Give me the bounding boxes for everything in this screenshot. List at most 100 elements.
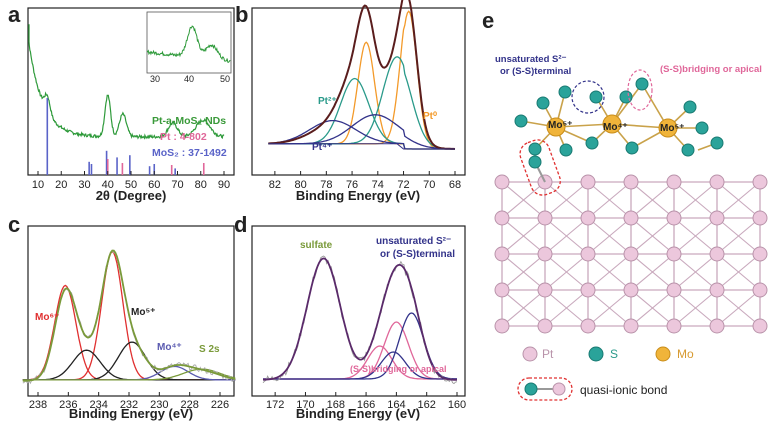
x-tick-label: 228 [180,399,198,411]
x-tick-label: 60 [148,179,160,191]
s-atom [589,90,603,104]
s-atom [625,141,639,155]
pt-atom [494,210,510,226]
pt-atom [623,246,639,262]
pt-atom [752,318,768,334]
pt-atom [494,174,510,190]
legend-mo-dot [655,346,671,362]
panel-c-frame [27,225,235,397]
s-atom [514,114,528,128]
pt-atom [623,318,639,334]
pt-atom [580,318,596,334]
lattice-bond [716,217,761,255]
panel-letter-c: c [8,212,21,237]
xps-envelope [22,249,236,382]
s-atom [695,121,709,135]
s-atom [536,96,550,110]
x-tick-label: 172 [266,399,284,411]
label-terminal: or (S-S)terminal [380,249,455,260]
label-mo5: Mo⁵⁺ [131,307,155,318]
panel-d: sulfate unsaturated S²⁻ or (S-S)terminal… [251,225,466,421]
x-tick-label: 226 [211,399,229,411]
e-label-mo-a: Mo⁵⁺ [548,120,572,131]
panel-letter-d: d [234,212,248,237]
pt-atom [709,282,725,298]
panel-c: Mo⁶⁺ Mo⁵⁺ Mo⁴⁺ S 2s 238 236 234 232 230 228 22… [22,225,236,421]
x-tick-label: 238 [29,399,47,411]
lattice-bond [673,181,718,219]
x-tick-label: 164 [387,399,405,411]
lattice-bond [630,181,675,219]
quasi-bond-box [517,377,573,401]
lattice-bond [716,253,761,291]
lattice-bond [587,181,632,219]
e-label-mo-b: Mo⁴⁺ [603,122,628,133]
x-tick-label: 230 [150,399,168,411]
legend-sample: Pt-a-MoS₂ NDs [152,115,226,127]
quasi-pt-dot [552,382,566,396]
x-tick-label: 76 [346,179,358,191]
x-tick-label: 170 [296,399,314,411]
pt-atom [494,246,510,262]
x-axis-label: Binding Energy (eV) [69,406,193,421]
x-axis-ticks: 238 236 234 232 230 228 226 [29,392,229,411]
e-label-mo-c: Mo⁵⁺ [660,123,684,134]
pt-atom [709,318,725,334]
x-tick-label: 80 [195,179,207,191]
lattice-bond [587,289,632,327]
pt-atom [494,318,510,334]
label-mo4: Mo⁴⁺ [157,342,182,353]
panel-b-frame [251,7,466,176]
lattice-bond [544,289,589,327]
legend-s-label: S [610,347,618,361]
lattice-bond [501,181,546,219]
mo-atom [546,117,566,137]
s-atom [619,90,633,104]
x-tick-label: 74 [372,179,384,191]
x-tick-label: 10 [32,179,44,191]
s-atom [585,136,599,150]
lattice-bond [673,253,718,291]
pt-atom [752,282,768,298]
e-label-unsaturated: unsaturated S²⁻ [495,54,567,65]
x-axis-label: Binding Energy (eV) [296,188,420,203]
pt-atom [666,318,682,334]
e-label-terminal: or (S-S)terminal [500,66,571,77]
mo-atom [658,118,678,138]
x-tick-label: 20 [55,179,67,191]
label-pt2: Pt²⁺ [318,96,337,107]
x-tick-label: 70 [423,179,435,191]
label-pt4: Pt⁴⁺ [312,142,332,153]
lattice-bond [673,289,718,327]
legend-s-dot [588,346,604,362]
inset-tick-50: 50 [220,74,230,84]
e-label-bridging: (S-S)bridging or apical [660,64,762,75]
lattice-bond [501,253,546,291]
s-atom [559,143,573,157]
pt-atom [709,210,725,226]
s-atom [528,155,542,169]
pt-atom [580,210,596,226]
lattice-bond [630,289,675,327]
pt-atom [752,210,768,226]
lattice-bond [501,217,546,255]
x-tick-label: 236 [59,399,77,411]
xps-curves [262,255,458,385]
lattice-bond [587,217,632,255]
x-tick-label: 72 [397,179,409,191]
pt-atom [580,174,596,190]
lattice-bond [544,217,589,255]
s-atom [710,136,724,150]
inset-xrd-line [146,25,231,63]
s-atom [528,142,542,156]
reference-lines [46,98,205,175]
xps-curves [268,0,456,150]
panel-d-frame [251,225,466,397]
panel-letter-a: a [8,2,21,27]
lattice-bond [544,253,589,291]
panel-letter-b: b [235,2,249,27]
xps-curves [22,249,236,385]
lattice-bond [716,289,761,327]
inset-tick-30: 30 [150,74,160,84]
